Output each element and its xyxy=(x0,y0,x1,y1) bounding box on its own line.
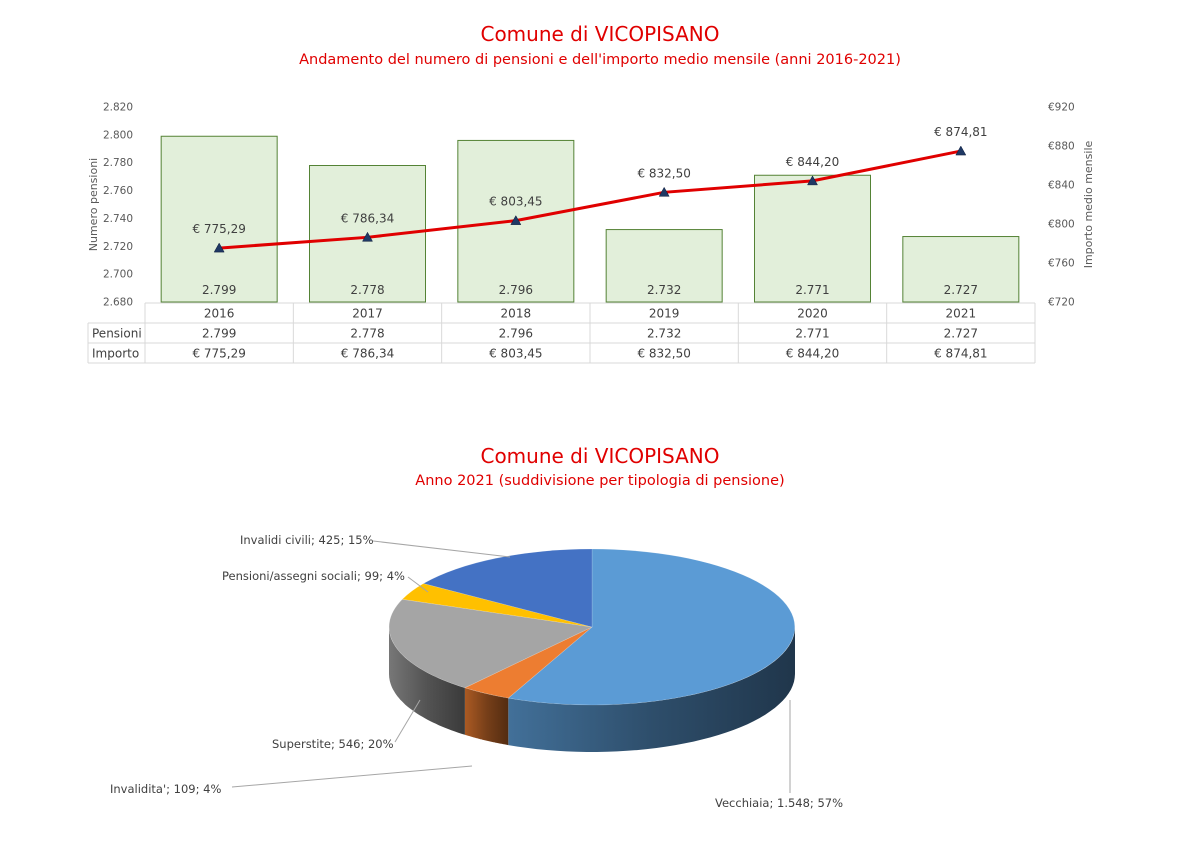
bar-data-label: 2.732 xyxy=(647,283,681,297)
line-data-label: € 874,81 xyxy=(934,125,987,139)
pie-slice-label: Superstite; 546; 20% xyxy=(272,737,394,751)
line-marker xyxy=(658,186,670,197)
table-cell: € 786,34 xyxy=(341,347,394,361)
y-tick-label: 2.780 xyxy=(103,157,133,169)
y-tick-label: 2.760 xyxy=(103,185,133,197)
y-tick-label: 2.820 xyxy=(103,102,133,114)
line-data-label: € 786,34 xyxy=(341,211,394,225)
pie-slice xyxy=(388,598,594,689)
line-data-label: € 803,45 xyxy=(489,195,542,209)
y2-tick-label: €840 xyxy=(1048,180,1075,192)
table-cell: € 775,29 xyxy=(192,347,245,361)
y-tick-label: 2.680 xyxy=(103,297,133,309)
combo-chart-subtitle: Andamento del numero di pensioni e dell'… xyxy=(299,52,901,68)
y2-tick-label: €720 xyxy=(1048,297,1075,309)
line-marker xyxy=(510,215,522,225)
y-tick-label: 2.740 xyxy=(103,213,133,225)
x-category-label: 2021 xyxy=(946,307,977,321)
table-cell: € 844,20 xyxy=(786,347,839,361)
line-marker xyxy=(213,242,225,253)
pie-slice-side xyxy=(389,627,465,735)
bar xyxy=(605,229,723,303)
pie-slice xyxy=(422,548,593,628)
y-tick-label: 2.720 xyxy=(103,241,133,253)
x-category-label: 2018 xyxy=(501,307,532,321)
bar-data-label: 2.778 xyxy=(350,283,384,297)
y2-tick-label: €760 xyxy=(1048,258,1075,270)
table-cell: 2.727 xyxy=(944,327,978,341)
table-cell: 2.771 xyxy=(795,327,829,341)
table-row-header: Importo xyxy=(92,347,139,361)
pie-leader-line xyxy=(394,699,421,743)
bar xyxy=(754,174,871,303)
importo-line xyxy=(219,149,962,250)
bar-data-label: 2.796 xyxy=(499,283,533,297)
bar-data-label: 2.799 xyxy=(202,283,236,297)
pie-slice-label: Pensioni/assegni sociali; 99; 4% xyxy=(222,569,405,583)
bar-data-label: 2.771 xyxy=(795,283,829,297)
y2-tick-label: €800 xyxy=(1048,219,1075,231)
line-data-label: € 832,50 xyxy=(637,166,690,180)
pie-slice-label: Invalidi civili; 425; 15% xyxy=(240,533,374,547)
pie-leader-line xyxy=(407,576,429,593)
y-axis-label: Numero pensioni xyxy=(87,158,100,251)
pie-slice xyxy=(401,583,593,628)
table-cell: € 803,45 xyxy=(489,347,542,361)
pie-chart-subtitle: Anno 2021 (suddivisione per tipologia di… xyxy=(415,473,785,489)
pie-slice-label: Vecchiaia; 1.548; 57% xyxy=(715,796,843,810)
pie-slice-side xyxy=(464,687,509,746)
line-data-label: € 775,29 xyxy=(192,222,245,236)
x-category-label: 2017 xyxy=(352,307,383,321)
bar-data-label: 2.727 xyxy=(944,283,978,297)
y2-axis-label: Importo medio mensile xyxy=(1082,141,1095,269)
combo-chart: 2.680 2.700 2.720 2.740 2.760 2.780 2.800 2.820… xyxy=(87,102,1095,364)
combo-chart-title: Comune di VICOPISANO xyxy=(480,22,720,46)
y2-tick-label: €920 xyxy=(1048,102,1075,114)
line-marker xyxy=(362,231,373,242)
pie-chart-title: Comune di VICOPISANO xyxy=(480,444,720,468)
pie-leader-line xyxy=(231,765,473,788)
bar xyxy=(902,236,1020,303)
table-row-header: Pensioni xyxy=(92,327,142,341)
table-cell: € 874,81 xyxy=(934,347,987,361)
table-cell: € 832,50 xyxy=(637,347,690,361)
x-category-label: 2016 xyxy=(204,307,235,321)
table-cell: 2.778 xyxy=(350,327,384,341)
pie-leader-line xyxy=(372,540,511,558)
pie-slice-side xyxy=(508,627,795,752)
bar xyxy=(160,135,278,303)
table-cell: 2.796 xyxy=(499,327,533,341)
y-tick-label: 2.700 xyxy=(103,269,133,281)
table-cell: 2.732 xyxy=(647,327,681,341)
line-marker xyxy=(955,145,967,156)
x-category-label: 2020 xyxy=(797,307,828,321)
pie-slice-label: Invalidita'; 109; 4% xyxy=(110,782,221,796)
pie-slice xyxy=(507,548,796,706)
x-category-label: 2019 xyxy=(649,307,680,321)
line-data-label: € 844,20 xyxy=(786,155,839,169)
y-tick-label: 2.800 xyxy=(103,129,133,141)
table-cell: 2.799 xyxy=(202,327,236,341)
pie-slice xyxy=(464,626,593,699)
line-marker xyxy=(807,175,818,186)
y2-tick-label: €880 xyxy=(1048,141,1075,153)
